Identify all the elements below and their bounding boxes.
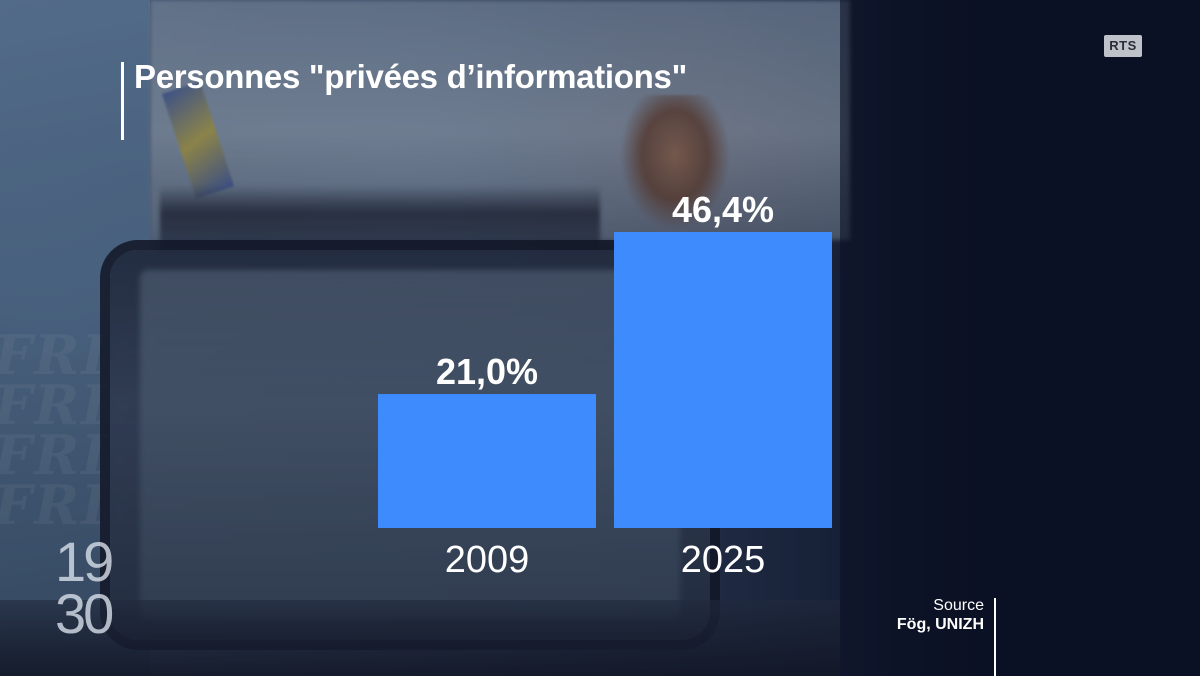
background-floor [0, 600, 840, 676]
category-label: 2025 [681, 539, 766, 581]
show-time-minute: 30 [55, 582, 114, 645]
chart-title: Personnes "privées d’informations" [134, 58, 687, 95]
source-accent-bar [994, 598, 996, 676]
bar-value-label: 21,0% [436, 351, 538, 392]
category-label: 2009 [445, 539, 530, 581]
source-value: Fög, UNIZH [896, 616, 984, 633]
show-time-logo: 19 30 [55, 530, 135, 645]
source-label: Source [933, 597, 984, 614]
bar-value-label: 46,4% [672, 189, 774, 230]
show-time-hour: 19 [55, 530, 114, 593]
background-crowd [160, 185, 600, 255]
background-dark-area [840, 0, 1200, 676]
bar-2009 [378, 394, 596, 528]
title-accent-bar [121, 62, 124, 140]
bar-2025 [614, 232, 832, 528]
broadcaster-logo: RTS [1104, 35, 1142, 57]
